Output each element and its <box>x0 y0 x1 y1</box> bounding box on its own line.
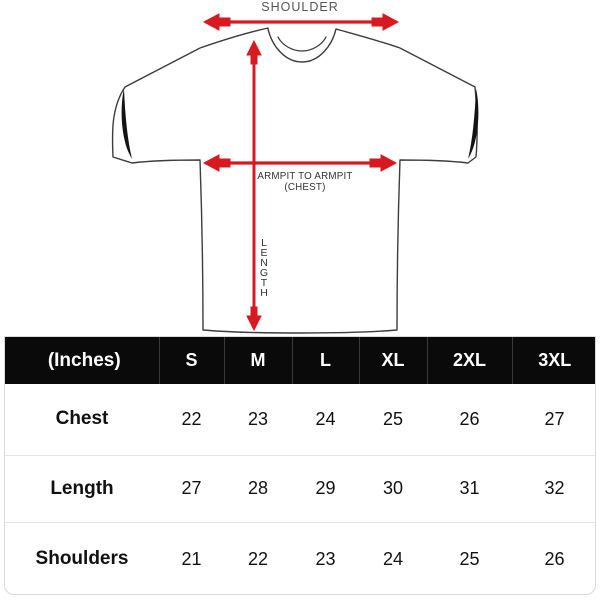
svg-text:SHOULDER: SHOULDER <box>261 0 338 14</box>
svg-text:(CHEST): (CHEST) <box>284 182 325 193</box>
svg-text:ARMPIT TO ARMPIT: ARMPIT TO ARMPIT <box>257 171 352 182</box>
svg-text:H: H <box>260 287 268 299</box>
